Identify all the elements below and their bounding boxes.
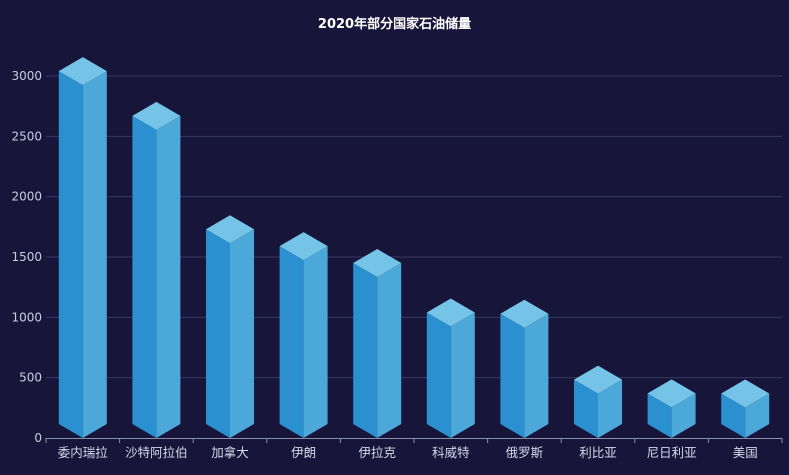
bar [206, 215, 254, 438]
x-tick-label: 尼日利亚 [647, 445, 697, 460]
bar-side-face [82, 71, 107, 438]
bar-side-face [524, 313, 549, 438]
bar [132, 101, 181, 438]
bar-side-face [671, 393, 696, 438]
bar-front-face [206, 229, 230, 438]
x-tick-label: 沙特阿拉伯 [125, 445, 188, 460]
bar [279, 232, 328, 438]
y-tick-label: 1500 [11, 250, 42, 264]
bar [426, 298, 475, 438]
bar-top-face [353, 249, 402, 278]
x-tick-label: 伊朗 [291, 445, 316, 460]
bar [353, 249, 402, 438]
y-tick-label: 0 [34, 431, 42, 445]
bar-side-face [230, 229, 254, 438]
bar-top-face [132, 101, 181, 130]
bar-top-face [574, 365, 622, 394]
x-tick-label: 美国 [733, 445, 758, 460]
x-tick-label: 伊拉克 [358, 445, 396, 460]
bar-front-face [353, 263, 378, 438]
bar-top-face [426, 298, 475, 327]
bar-front-face [426, 312, 451, 438]
bar-side-face [598, 379, 622, 438]
bar-top-face [647, 379, 696, 408]
bar-front-face [500, 313, 525, 438]
bar [58, 57, 107, 438]
bar-top-face [500, 299, 549, 328]
bar-front-face [279, 246, 304, 438]
bar-side-face [303, 246, 328, 438]
bar-top-face [721, 379, 770, 408]
y-axis: 0 500 1000 1500 2000 2500 3000 [11, 69, 42, 445]
bars [58, 57, 770, 438]
y-tick-label: 1000 [11, 310, 42, 324]
y-tick-label: 2000 [11, 190, 42, 204]
bar [574, 365, 622, 438]
bar-front-face [574, 379, 598, 438]
bar-side-face [156, 115, 181, 438]
bar-front-face [647, 393, 672, 438]
bar-front-face [721, 393, 746, 438]
y-tick-label: 3000 [11, 69, 42, 83]
bar-front-face [58, 71, 83, 438]
x-axis: 委内瑞拉 沙特阿拉伯 加拿大 伊朗 伊拉克 科威特 俄罗斯 利比亚 尼日利亚 美国 [45, 438, 783, 460]
x-tick-label: 加拿大 [211, 445, 249, 460]
x-tick-label: 委内瑞拉 [58, 445, 109, 460]
bar-front-face [132, 115, 157, 438]
bar-top-face [279, 232, 328, 261]
x-tick-label: 俄罗斯 [506, 445, 544, 460]
x-tick-label: 利比亚 [579, 445, 617, 460]
bar-side-face [377, 263, 402, 438]
bar [721, 379, 770, 438]
bar-side-face [745, 393, 770, 438]
bar-side-face [450, 312, 475, 438]
bar [647, 379, 696, 438]
bar-top-face [206, 215, 254, 244]
y-tick-label: 500 [19, 371, 42, 385]
y-tick-label: 2500 [11, 129, 42, 143]
bar [500, 299, 549, 438]
x-tick-label: 科威特 [432, 445, 470, 460]
bar-top-face [58, 57, 107, 86]
chart-title: 2020年部分国家石油储量 [318, 16, 471, 32]
